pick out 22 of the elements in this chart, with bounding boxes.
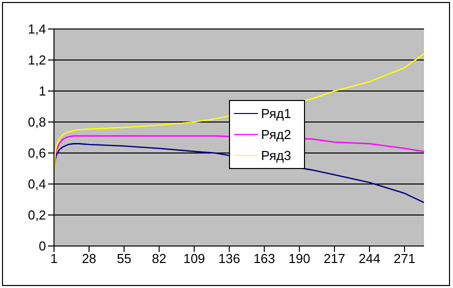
legend-label: Ряд3 (261, 147, 292, 165)
y-tick-label: 1,4 (28, 22, 46, 37)
x-tick-label: 244 (358, 251, 380, 266)
y-tick-label: 1 (38, 84, 46, 99)
y-tick-label: 0,6 (28, 146, 46, 161)
x-tick-label: 190 (288, 251, 310, 266)
x-tick-label: 136 (218, 251, 240, 266)
x-tick-label: 109 (183, 251, 206, 266)
legend-label: Ряд2 (261, 126, 292, 144)
x-tick-label: 55 (116, 251, 132, 266)
x-tick-label: 217 (324, 251, 346, 266)
y-tick-label: 1,2 (28, 52, 46, 68)
x-tick-label: 82 (152, 251, 166, 266)
x-tick-label: 271 (394, 251, 416, 266)
y-tick-label: 0,4 (28, 176, 46, 192)
legend-label: Ряд1 (261, 105, 292, 123)
y-tick-label: 0,2 (28, 208, 46, 223)
y-tick-label: 0,8 (28, 114, 46, 130)
x-tick-label: 28 (82, 251, 96, 266)
x-tick-label: 1 (50, 251, 58, 266)
x-tick-label: 163 (253, 251, 276, 266)
y-tick-label: 0 (38, 238, 46, 254)
